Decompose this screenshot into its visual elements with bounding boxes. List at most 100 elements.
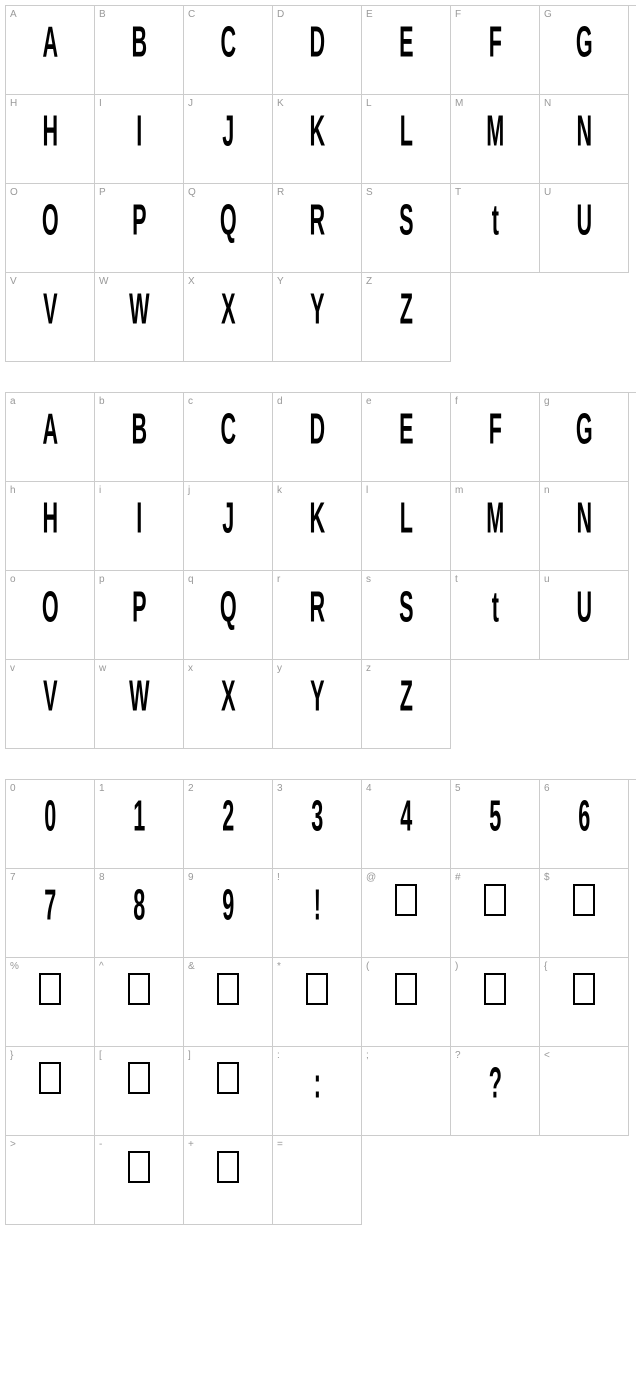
char-label: 8: [99, 872, 105, 883]
glyph-cell: {: [540, 958, 629, 1047]
glyph: :: [314, 1058, 321, 1108]
glyph-cell: 66: [540, 780, 629, 869]
char-label: m: [455, 485, 463, 496]
glyph: G: [576, 17, 592, 67]
glyph-cell: sS: [362, 571, 451, 660]
glyph-cell: lL: [362, 482, 451, 571]
glyph: S: [399, 195, 413, 245]
glyph-cell: BB: [95, 6, 184, 95]
glyph-cell: nN: [540, 482, 629, 571]
glyph-cell: WW: [95, 273, 184, 362]
char-label: [: [99, 1050, 102, 1061]
char-label: V: [10, 276, 17, 287]
glyph: 8: [133, 880, 144, 930]
glyph-cell: fF: [451, 393, 540, 482]
char-label: d: [277, 396, 283, 407]
glyph: P: [132, 582, 146, 632]
glyph-cell: wW: [95, 660, 184, 749]
glyph-cell: %: [6, 958, 95, 1047]
char-label: o: [10, 574, 16, 585]
char-label: >: [10, 1139, 16, 1150]
glyph: V: [43, 284, 57, 334]
character-map: AABBCCDDEEFFGGHHIIJJKKLLMMNNOOPPQQRRSSTt…: [5, 5, 640, 1225]
glyph-cell: }: [6, 1047, 95, 1136]
glyph-cell: ZZ: [362, 273, 451, 362]
glyph: H: [43, 106, 58, 156]
glyph-cell: [: [95, 1047, 184, 1136]
char-label: Y: [277, 276, 284, 287]
char-label: x: [188, 663, 193, 674]
char-label: 7: [10, 872, 16, 883]
char-label: b: [99, 396, 105, 407]
glyph-cell: ;: [362, 1047, 451, 1136]
glyph: [573, 884, 595, 916]
glyph: [306, 973, 328, 1005]
char-label: 2: [188, 783, 194, 794]
char-label: u: [544, 574, 550, 585]
glyph: N: [577, 106, 592, 156]
glyph-cell: jJ: [184, 482, 273, 571]
char-label: z: [366, 663, 371, 674]
glyph: J: [222, 493, 233, 543]
glyph: D: [310, 17, 325, 67]
glyph: 2: [222, 791, 233, 841]
glyph-cell: Tt: [451, 184, 540, 273]
char-label: ): [455, 961, 458, 972]
glyph: Y: [310, 284, 324, 334]
glyph: S: [399, 582, 413, 632]
glyph-cell: uU: [540, 571, 629, 660]
glyph-cell: *: [273, 958, 362, 1047]
glyph-cell: eE: [362, 393, 451, 482]
glyph: X: [221, 671, 235, 721]
char-label: c: [188, 396, 193, 407]
glyph-cell: 99: [184, 869, 273, 958]
glyph-section: 00112233445566778899!!@#$%^&*(){}[]::;??…: [5, 779, 636, 1225]
glyph-cell: =: [273, 1136, 362, 1225]
char-label: ?: [455, 1050, 461, 1061]
glyph: G: [576, 404, 592, 454]
glyph-cell: gG: [540, 393, 629, 482]
glyph: F: [489, 17, 502, 67]
char-label: k: [277, 485, 282, 496]
glyph-cell: 00: [6, 780, 95, 869]
glyph: [395, 884, 417, 916]
char-label: 3: [277, 783, 283, 794]
glyph-cell: PP: [95, 184, 184, 273]
char-label: a: [10, 396, 16, 407]
char-label: 1: [99, 783, 105, 794]
glyph-cell: <: [540, 1047, 629, 1136]
glyph-cell: #: [451, 869, 540, 958]
glyph: Z: [400, 284, 413, 334]
glyph: O: [42, 582, 58, 632]
char-label: F: [455, 9, 461, 20]
glyph: 5: [489, 791, 500, 841]
char-label: *: [277, 961, 281, 972]
glyph-cell: vV: [6, 660, 95, 749]
glyph: [128, 973, 150, 1005]
glyph: B: [132, 404, 147, 454]
char-label: ]: [188, 1050, 191, 1061]
glyph: E: [399, 17, 413, 67]
glyph: t: [492, 195, 499, 245]
glyph: R: [310, 195, 325, 245]
glyph-cell: CC: [184, 6, 273, 95]
glyph: K: [310, 106, 325, 156]
glyph-cell: dD: [273, 393, 362, 482]
char-label: 5: [455, 783, 461, 794]
char-label: H: [10, 98, 17, 109]
char-label: n: [544, 485, 550, 496]
glyph-cell: aA: [6, 393, 95, 482]
char-label: B: [99, 9, 106, 20]
char-label: G: [544, 9, 552, 20]
glyph-cell: 33: [273, 780, 362, 869]
glyph: H: [43, 493, 58, 543]
glyph-cell: DD: [273, 6, 362, 95]
glyph: C: [221, 404, 236, 454]
glyph-cell: bB: [95, 393, 184, 482]
char-label: J: [188, 98, 193, 109]
glyph: 7: [44, 880, 55, 930]
char-label: L: [366, 98, 372, 109]
glyph-cell: yY: [273, 660, 362, 749]
char-label: f: [455, 396, 458, 407]
glyph: M: [486, 493, 503, 543]
